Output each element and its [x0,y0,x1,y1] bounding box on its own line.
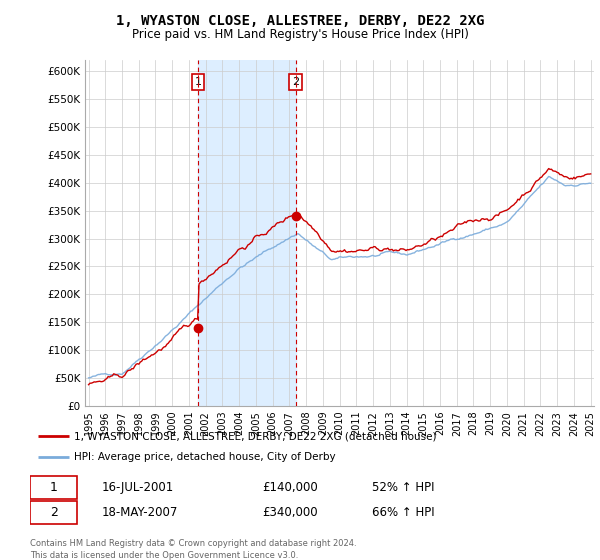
Text: 1: 1 [50,481,58,494]
Text: Contains HM Land Registry data © Crown copyright and database right 2024.
This d: Contains HM Land Registry data © Crown c… [30,539,356,559]
Text: 1: 1 [194,77,202,87]
Text: £140,000: £140,000 [262,481,317,494]
Text: 16-JUL-2001: 16-JUL-2001 [102,481,174,494]
Text: £340,000: £340,000 [262,506,317,519]
FancyBboxPatch shape [30,476,77,500]
Text: Price paid vs. HM Land Registry's House Price Index (HPI): Price paid vs. HM Land Registry's House … [131,28,469,41]
Text: 18-MAY-2007: 18-MAY-2007 [102,506,178,519]
Bar [198,60,296,406]
Text: 1, WYASTON CLOSE, ALLESTREE, DERBY, DE22 2XG (detached house): 1, WYASTON CLOSE, ALLESTREE, DERBY, DE22… [74,431,437,441]
FancyBboxPatch shape [30,501,77,524]
Text: 2: 2 [50,506,58,519]
Text: 66% ↑ HPI: 66% ↑ HPI [372,506,435,519]
Text: 1, WYASTON CLOSE, ALLESTREE, DERBY, DE22 2XG: 1, WYASTON CLOSE, ALLESTREE, DERBY, DE22… [116,14,484,28]
Text: 2: 2 [292,77,299,87]
Text: 52% ↑ HPI: 52% ↑ HPI [372,481,435,494]
Text: HPI: Average price, detached house, City of Derby: HPI: Average price, detached house, City… [74,452,336,462]
